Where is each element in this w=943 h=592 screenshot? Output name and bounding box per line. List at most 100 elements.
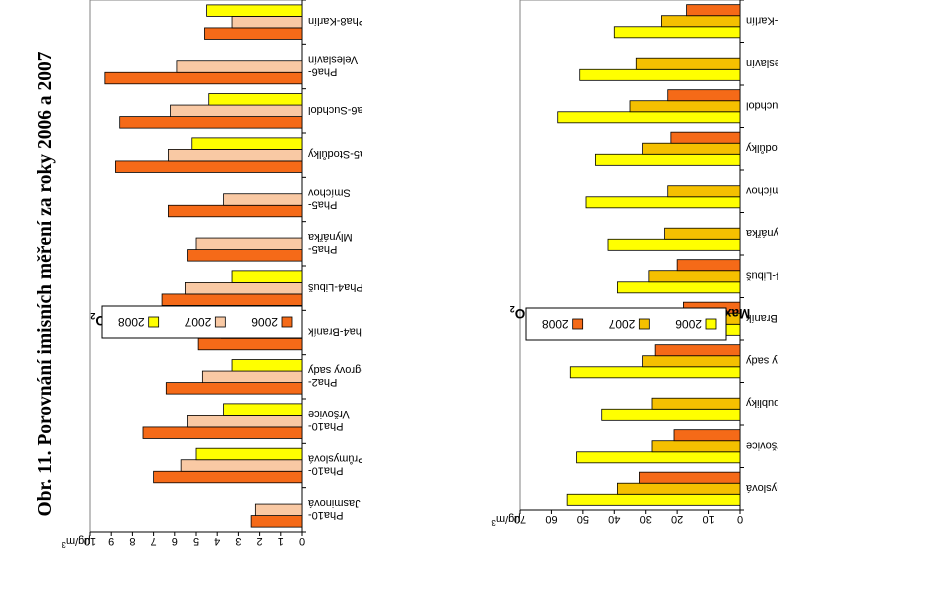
bar-2008	[195, 447, 303, 461]
category-label: Riegrovy sady	[308, 364, 362, 376]
bar-2006	[165, 382, 303, 395]
category-label: Vršovice	[308, 408, 350, 420]
chart-max-hourly: 0 10 20 30 40 50 60 70 Pha10-Průmyslová Pha10-Vrš…	[491, 0, 778, 527]
legend-swatch-2008	[572, 318, 584, 330]
bar-2007	[667, 185, 741, 198]
category-label: Jasminová	[307, 497, 360, 509]
category-label: Pha2-	[308, 376, 338, 388]
category-label: Pha5-Stodůlky	[308, 148, 362, 160]
category-label: Pha4-Braník	[746, 312, 778, 324]
category-label: Pha1-nám. Republiky	[746, 397, 778, 409]
bar-2008	[639, 471, 741, 484]
category-label: Pha5-Smíchov	[746, 184, 778, 196]
bar-2006	[104, 71, 303, 85]
value-axis-tick-label: 7	[151, 535, 157, 547]
value-axis-tick-label: 60	[545, 513, 557, 525]
category-label: Pha10-Vršovice	[746, 439, 778, 451]
chart-title-subscript: 2	[510, 304, 515, 314]
bar-2006	[197, 337, 303, 351]
bar-2007	[642, 142, 741, 155]
category-label: Pha6-	[308, 66, 338, 78]
legend-swatch-2008	[148, 316, 160, 328]
category-label: Pha6-Suchdol	[746, 99, 778, 111]
value-axis-tick-label: 40	[608, 513, 620, 525]
value-axis-tick-label: 0	[737, 513, 743, 525]
bar-2008	[208, 93, 303, 106]
bar-2006	[569, 366, 741, 379]
category-label: Pha5-Mlynářka	[745, 227, 778, 239]
category-label: Pha6-Veleslavín	[746, 57, 778, 69]
bar-2007	[617, 482, 741, 495]
category-label: Pha4-Libuš	[746, 269, 778, 281]
bar-2007	[664, 227, 741, 240]
category-label: Mlynářka	[307, 231, 353, 243]
value-axis-tick-label: 2	[257, 535, 263, 547]
bar-2007	[635, 57, 741, 70]
bar-2007	[651, 440, 741, 453]
bar-2006	[119, 116, 303, 129]
bar-2008	[686, 4, 741, 17]
category-label: Pha2-Riegrovy sady	[746, 354, 778, 366]
legend-box	[101, 305, 303, 339]
value-axis-tick-label: 70	[514, 513, 526, 525]
value-axis-tick-label: 10	[702, 513, 714, 525]
bar-2007	[254, 503, 303, 516]
bar-2008	[231, 359, 303, 372]
category-label: Pha10-	[308, 509, 344, 521]
bar-2008	[670, 131, 741, 144]
category-label: Pha8-Karlín	[746, 14, 778, 26]
bar-2006	[579, 68, 741, 81]
legend-swatch-2007	[638, 318, 650, 330]
bar-2007	[176, 60, 303, 73]
bar-2006	[142, 426, 303, 439]
legend-swatch-2006	[281, 316, 293, 328]
bar-2008	[667, 89, 741, 102]
category-label: Pha4-Libuš	[308, 281, 362, 293]
chart-annual-average: 012345678910Pha10-JasminováPha10-Průmysl…	[62, 0, 362, 549]
bar-2007	[651, 397, 741, 410]
category-label: Pha5-Stodůlky	[746, 142, 778, 154]
legend-box	[525, 307, 727, 341]
bar-2006	[557, 111, 741, 124]
bar-2008	[191, 137, 303, 150]
category-label: Pha10-	[308, 465, 344, 477]
bar-2008	[231, 270, 303, 283]
legend-label-2008: 2008	[118, 315, 145, 329]
category-label: Pha4-Braník	[308, 326, 362, 338]
category-label: Pha6-Suchdol	[308, 104, 362, 116]
value-axis-tick-label: 3	[235, 535, 241, 547]
bar-2008	[676, 259, 741, 272]
bar-2006	[595, 153, 741, 166]
value-axis-tick-label: 9	[108, 535, 114, 547]
value-axis-tick-label: 6	[172, 535, 178, 547]
value-axis-tick-label: 1	[278, 535, 284, 547]
bar-2006	[613, 26, 741, 39]
unit-label: µg/m3	[62, 535, 91, 549]
bar-2006	[153, 470, 303, 484]
bar-2006	[576, 451, 741, 464]
category-label: Pha8-Karlín	[308, 15, 362, 27]
legend-label-2008: 2008	[542, 317, 569, 331]
bar-2007	[661, 15, 741, 28]
bar-2007	[648, 270, 741, 283]
bar-2006	[617, 281, 741, 294]
page-title: Obr. 11. Porovnání imisních měření za ro…	[35, 51, 56, 517]
bar-2006	[607, 238, 741, 251]
bar-2007	[168, 149, 303, 162]
bar-2007	[223, 193, 303, 206]
category-label: Pha10-	[308, 420, 344, 432]
bar-2008	[673, 429, 741, 442]
legend-label-2007: 2007	[608, 317, 635, 331]
legend-swatch-2007	[214, 316, 226, 328]
bar-2006	[115, 160, 303, 173]
bar-2007	[180, 459, 303, 472]
bar-2008	[654, 344, 741, 357]
bar-2006	[566, 493, 741, 506]
chart-rotated-group: 012345678910Pha10-JasminováPha10-Průmysl…	[62, 0, 362, 549]
bar-2006	[585, 196, 741, 209]
category-label: Pha10-Průmyslová	[745, 482, 778, 494]
unit-superscript: 3	[491, 518, 496, 527]
bar-2008	[223, 403, 303, 416]
value-axis-tick-label: 8	[129, 535, 135, 547]
bar-2006	[187, 249, 303, 262]
